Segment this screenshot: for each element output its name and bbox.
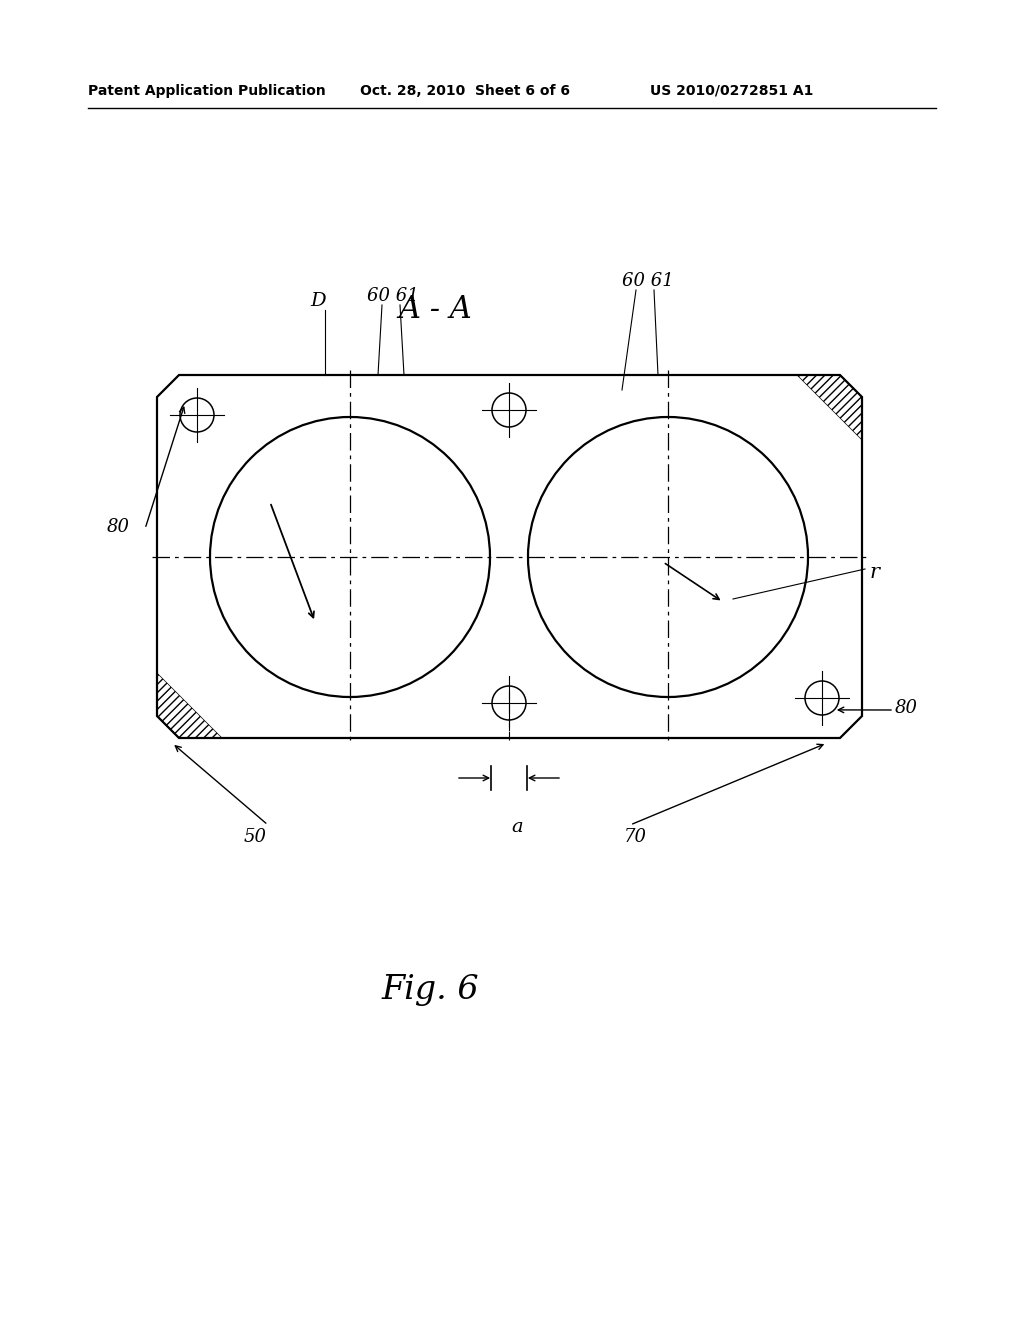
Text: a: a [511, 818, 523, 836]
Text: 60 61: 60 61 [368, 286, 419, 305]
Text: 80: 80 [106, 517, 130, 536]
Text: 60 61: 60 61 [623, 272, 674, 290]
Text: r: r [870, 562, 880, 582]
Text: Fig. 6: Fig. 6 [381, 974, 479, 1006]
Text: D: D [310, 292, 326, 310]
Text: A - A: A - A [398, 294, 472, 326]
Text: US 2010/0272851 A1: US 2010/0272851 A1 [650, 84, 813, 98]
Text: 80: 80 [895, 700, 918, 717]
Text: 70: 70 [624, 828, 646, 846]
Text: Oct. 28, 2010  Sheet 6 of 6: Oct. 28, 2010 Sheet 6 of 6 [360, 84, 570, 98]
Text: 50: 50 [244, 828, 266, 846]
Text: Patent Application Publication: Patent Application Publication [88, 84, 326, 98]
